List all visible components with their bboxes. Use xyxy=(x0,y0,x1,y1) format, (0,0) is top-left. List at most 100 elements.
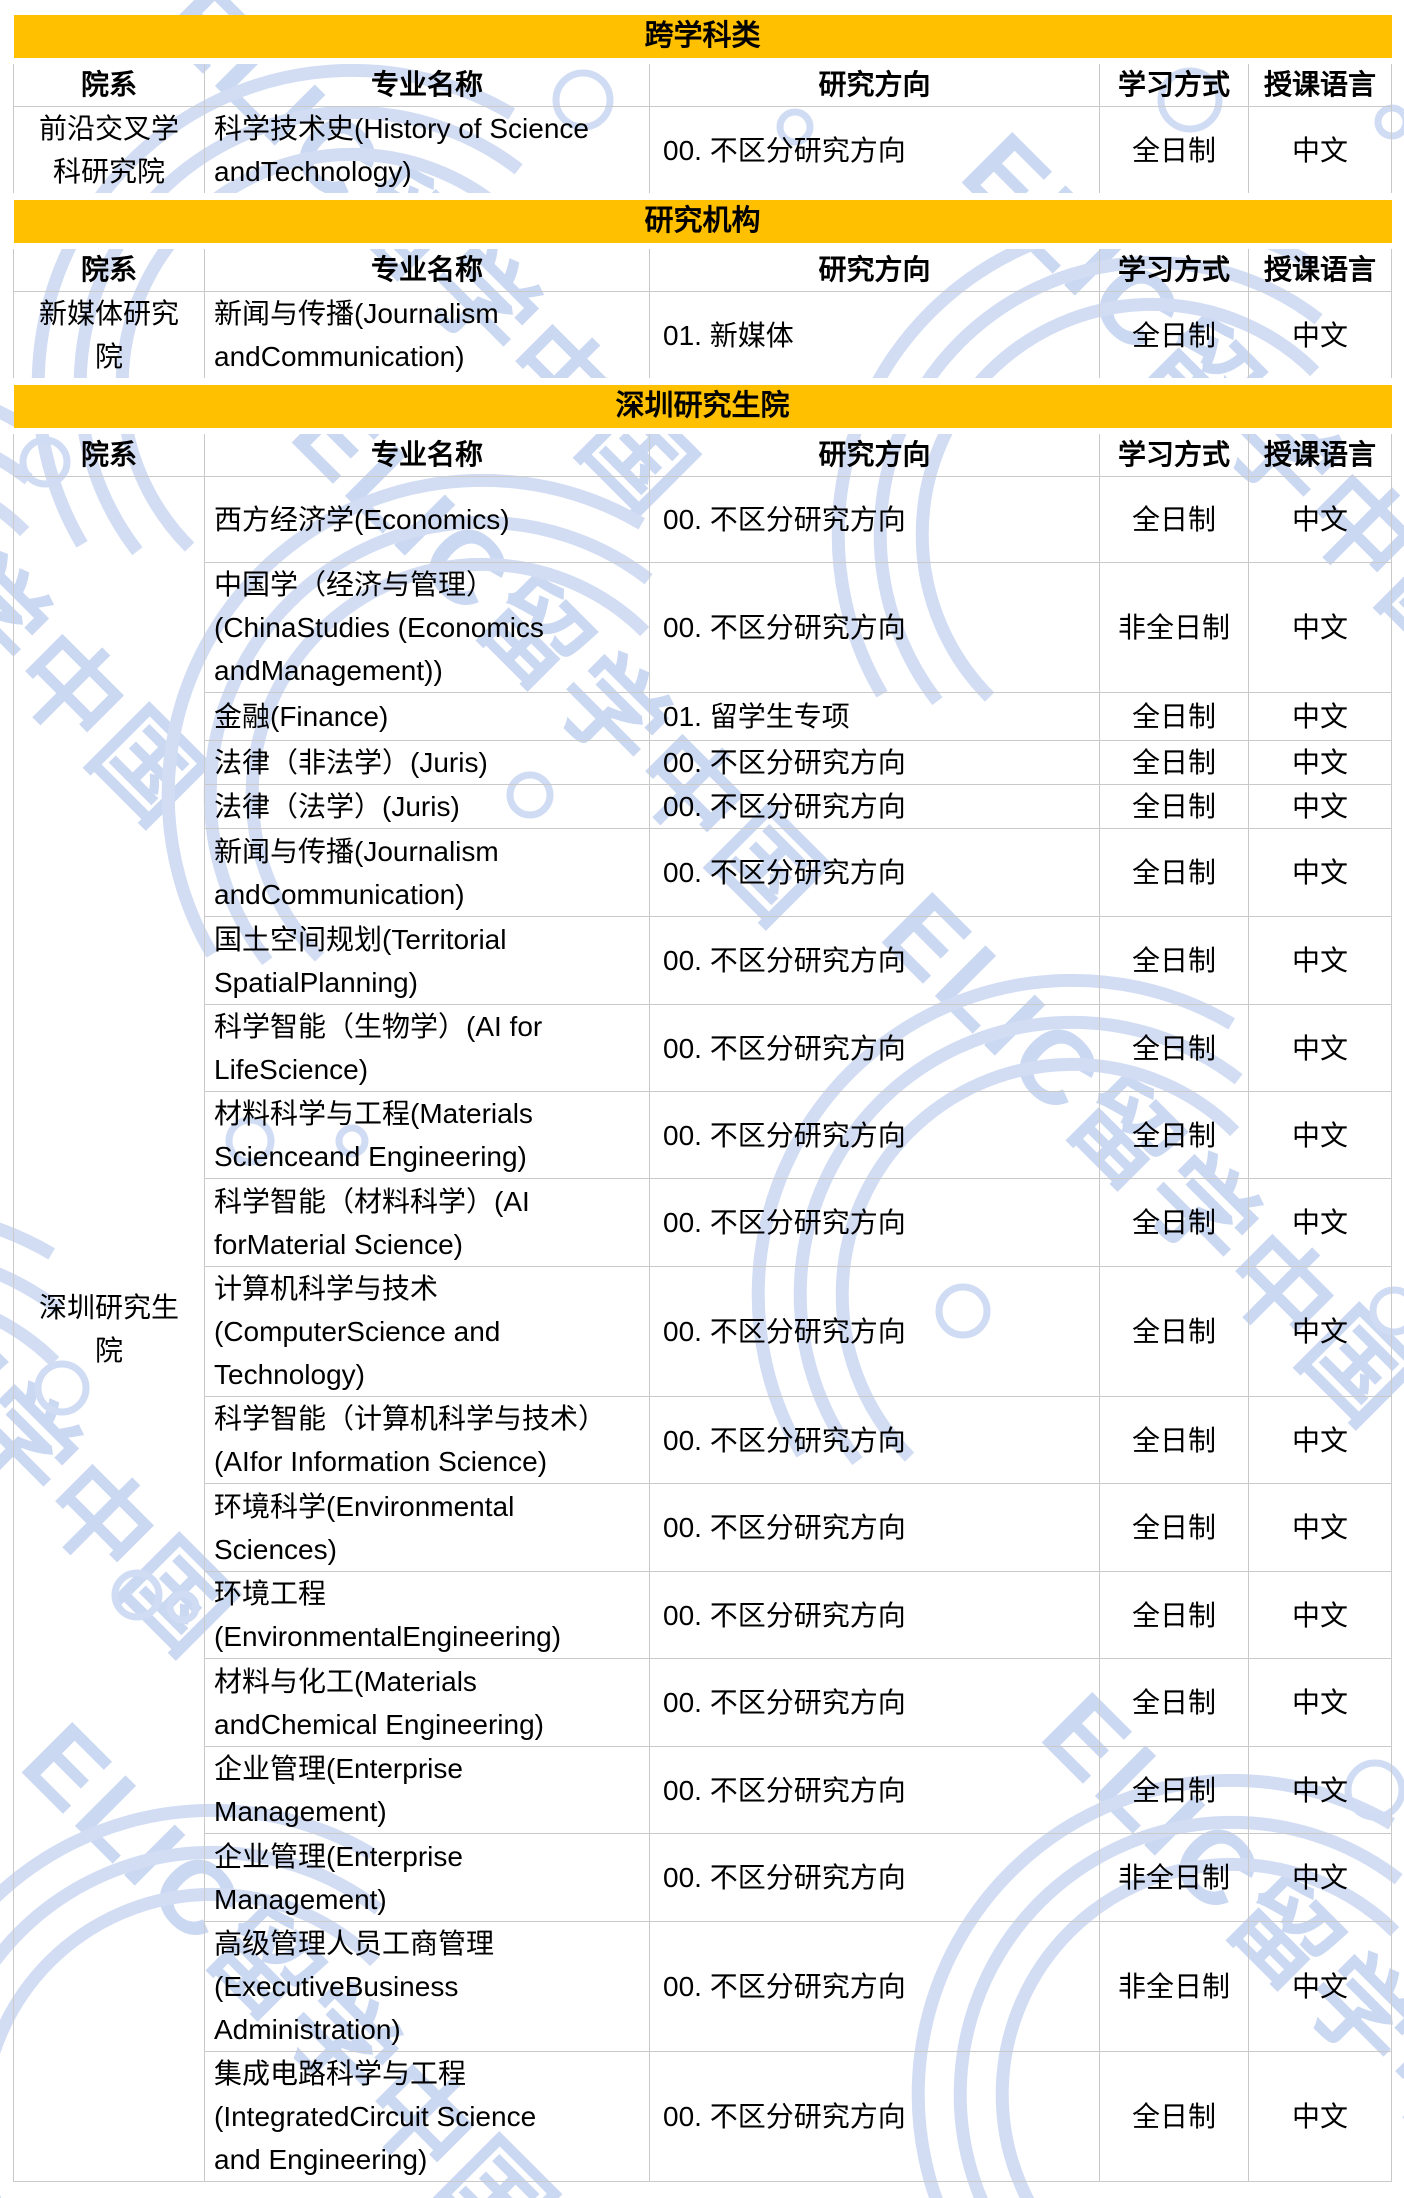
col-header-dept: 院系 xyxy=(13,60,205,107)
major-cell: 科学技术史(History of Science andTechnology) xyxy=(204,106,650,197)
language-cell: 中文 xyxy=(1248,291,1392,382)
table-row: 中国学（经济与管理） (ChinaStudies (Economics andM… xyxy=(14,562,1392,693)
major-cell: 环境科学(Environmental Sciences) xyxy=(204,1483,650,1572)
col-header-dept: 院系 xyxy=(13,245,205,292)
mode-cell: 全日制 xyxy=(1099,784,1249,829)
language-cell: 中文 xyxy=(1248,1571,1392,1659)
language-cell: 中文 xyxy=(1248,784,1392,829)
language-cell: 中文 xyxy=(1248,1091,1392,1179)
mode-cell: 非全日制 xyxy=(1099,562,1249,693)
direction-cell: 00. 不区分研究方向 xyxy=(649,1266,1100,1397)
table-row: 科学智能（生物学）(AI for LifeScience) 00. 不区分研究方… xyxy=(14,1004,1392,1092)
table-row: 法律（非法学）(Juris) 00. 不区分研究方向 全日制 中文 xyxy=(14,740,1392,785)
table-row: 科学智能（材料科学）(AI forMaterial Science) 00. 不… xyxy=(14,1178,1392,1267)
language-cell: 中文 xyxy=(1248,1746,1392,1834)
mode-cell: 全日制 xyxy=(1099,1004,1249,1092)
direction-cell: 00. 不区分研究方向 xyxy=(649,1004,1100,1092)
section-band-title: 研究机构 xyxy=(13,193,1392,249)
direction-cell: 00. 不区分研究方向 xyxy=(649,1571,1100,1659)
major-cell: 计算机科学与技术 (ComputerScience and Technology… xyxy=(204,1266,650,1397)
major-cell: 科学智能（生物学）(AI for LifeScience) xyxy=(204,1004,650,1092)
table-row: 材料科学与工程(Materials Scienceand Engineering… xyxy=(14,1091,1392,1179)
direction-cell: 00. 不区分研究方向 xyxy=(649,476,1100,563)
major-cell: 集成电路科学与工程 (IntegratedCircuit Science and… xyxy=(204,2051,650,2182)
col-header-mode: 学习方式 xyxy=(1099,60,1249,107)
table-row: 环境科学(Environmental Sciences) 00. 不区分研究方向… xyxy=(14,1483,1392,1572)
section-band-title: 跨学科类 xyxy=(13,15,1392,64)
major-cell: 科学智能（材料科学）(AI forMaterial Science) xyxy=(204,1178,650,1267)
col-header-major: 专业名称 xyxy=(204,430,650,477)
major-cell: 材料科学与工程(Materials Scienceand Engineering… xyxy=(204,1091,650,1179)
table-row: 国土空间规划(Territorial SpatialPlanning) 00. … xyxy=(14,916,1392,1005)
table-row: 法律（法学）(Juris) 00. 不区分研究方向 全日制 中文 xyxy=(14,784,1392,829)
mode-cell: 全日制 xyxy=(1099,2051,1249,2182)
section-band-row: 研究机构 xyxy=(13,193,1392,249)
major-cell: 西方经济学(Economics) xyxy=(204,476,650,563)
direction-cell: 00. 不区分研究方向 xyxy=(649,1178,1100,1267)
direction-cell: 00. 不区分研究方向 xyxy=(649,562,1100,693)
header-row: 院系 专业名称 研究方向 学习方式 授课语言 xyxy=(13,245,1392,292)
col-header-dept: 院系 xyxy=(13,430,205,477)
table-row: 新闻与传播(Journalism andCommunication) 00. 不… xyxy=(14,828,1392,917)
table-row: 高级管理人员工商管理 (ExecutiveBusiness Administra… xyxy=(14,1921,1392,2052)
mode-cell: 全日制 xyxy=(1099,1266,1249,1397)
mode-cell: 全日制 xyxy=(1099,740,1249,785)
program-table: 跨学科类 院系 专业名称 研究方向 学习方式 授课语言 前沿交叉学 科研究院 科… xyxy=(13,15,1392,2182)
major-cell: 材料与化工(Materials andChemical Engineering) xyxy=(204,1658,650,1747)
mode-cell: 全日制 xyxy=(1099,1396,1249,1484)
mode-cell: 非全日制 xyxy=(1099,1833,1249,1922)
language-cell: 中文 xyxy=(1248,828,1392,917)
direction-cell: 00. 不区分研究方向 xyxy=(649,1658,1100,1747)
mode-cell: 全日制 xyxy=(1099,692,1249,741)
direction-cell: 00. 不区分研究方向 xyxy=(649,1091,1100,1179)
language-cell: 中文 xyxy=(1248,1004,1392,1092)
col-header-major: 专业名称 xyxy=(204,60,650,107)
table-row: 集成电路科学与工程 (IntegratedCircuit Science and… xyxy=(14,2051,1392,2182)
mode-cell: 全日制 xyxy=(1099,828,1249,917)
mode-cell: 全日制 xyxy=(1099,1178,1249,1267)
table-row: 科学智能（计算机科学与技术） (AIfor Information Scienc… xyxy=(14,1396,1392,1484)
table-row: 计算机科学与技术 (ComputerScience and Technology… xyxy=(14,1266,1392,1397)
direction-cell: 00. 不区分研究方向 xyxy=(649,2051,1100,2182)
major-cell: 法律（法学）(Juris) xyxy=(204,784,650,829)
direction-cell: 00. 不区分研究方向 xyxy=(649,740,1100,785)
header-row: 院系 专业名称 研究方向 学习方式 授课语言 xyxy=(13,430,1392,477)
col-header-language: 授课语言 xyxy=(1248,245,1392,292)
language-cell: 中文 xyxy=(1248,1266,1392,1397)
language-cell: 中文 xyxy=(1248,1396,1392,1484)
major-cell: 环境工程 (EnvironmentalEngineering) xyxy=(204,1571,650,1659)
table-row: 企业管理(Enterprise Management) 00. 不区分研究方向 … xyxy=(14,1833,1392,1922)
language-cell: 中文 xyxy=(1248,916,1392,1005)
col-header-mode: 学习方式 xyxy=(1099,430,1249,477)
col-header-direction: 研究方向 xyxy=(649,430,1100,477)
section-band-row: 深圳研究生院 xyxy=(13,378,1392,434)
language-cell: 中文 xyxy=(1248,1833,1392,1922)
direction-cell: 01. 留学生专项 xyxy=(649,692,1100,741)
major-cell: 中国学（经济与管理） (ChinaStudies (Economics andM… xyxy=(204,562,650,693)
col-header-major: 专业名称 xyxy=(204,245,650,292)
mode-cell: 非全日制 xyxy=(1099,1921,1249,2052)
major-cell: 新闻与传播(Journalism andCommunication) xyxy=(204,291,650,382)
dept-cell: 新媒体研究 院 xyxy=(13,291,205,382)
major-cell: 高级管理人员工商管理 (ExecutiveBusiness Administra… xyxy=(204,1921,650,2052)
language-cell: 中文 xyxy=(1248,1921,1392,2052)
direction-cell: 00. 不区分研究方向 xyxy=(649,828,1100,917)
direction-cell: 00. 不区分研究方向 xyxy=(649,1833,1100,1922)
mode-cell: 全日制 xyxy=(1099,916,1249,1005)
major-cell: 科学智能（计算机科学与技术） (AIfor Information Scienc… xyxy=(204,1396,650,1484)
dept-cell: 前沿交叉学 科研究院 xyxy=(13,106,205,197)
language-cell: 中文 xyxy=(1248,1483,1392,1572)
language-cell: 中文 xyxy=(1248,476,1392,563)
col-header-direction: 研究方向 xyxy=(649,245,1100,292)
direction-cell: 00. 不区分研究方向 xyxy=(649,784,1100,829)
header-row: 院系 专业名称 研究方向 学习方式 授课语言 xyxy=(13,60,1392,107)
program-table-wrap: 跨学科类 院系 专业名称 研究方向 学习方式 授课语言 前沿交叉学 科研究院 科… xyxy=(13,15,1392,2182)
mode-cell: 全日制 xyxy=(1099,1571,1249,1659)
direction-cell: 00. 不区分研究方向 xyxy=(649,916,1100,1005)
direction-cell: 01. 新媒体 xyxy=(649,291,1100,382)
direction-cell: 00. 不区分研究方向 xyxy=(649,1396,1100,1484)
col-header-mode: 学习方式 xyxy=(1099,245,1249,292)
table-row: 深圳研究生 院 西方经济学(Economics) 00. 不区分研究方向 全日制… xyxy=(13,476,1392,2182)
mode-cell: 全日制 xyxy=(1099,1091,1249,1179)
major-cell: 新闻与传播(Journalism andCommunication) xyxy=(204,828,650,917)
